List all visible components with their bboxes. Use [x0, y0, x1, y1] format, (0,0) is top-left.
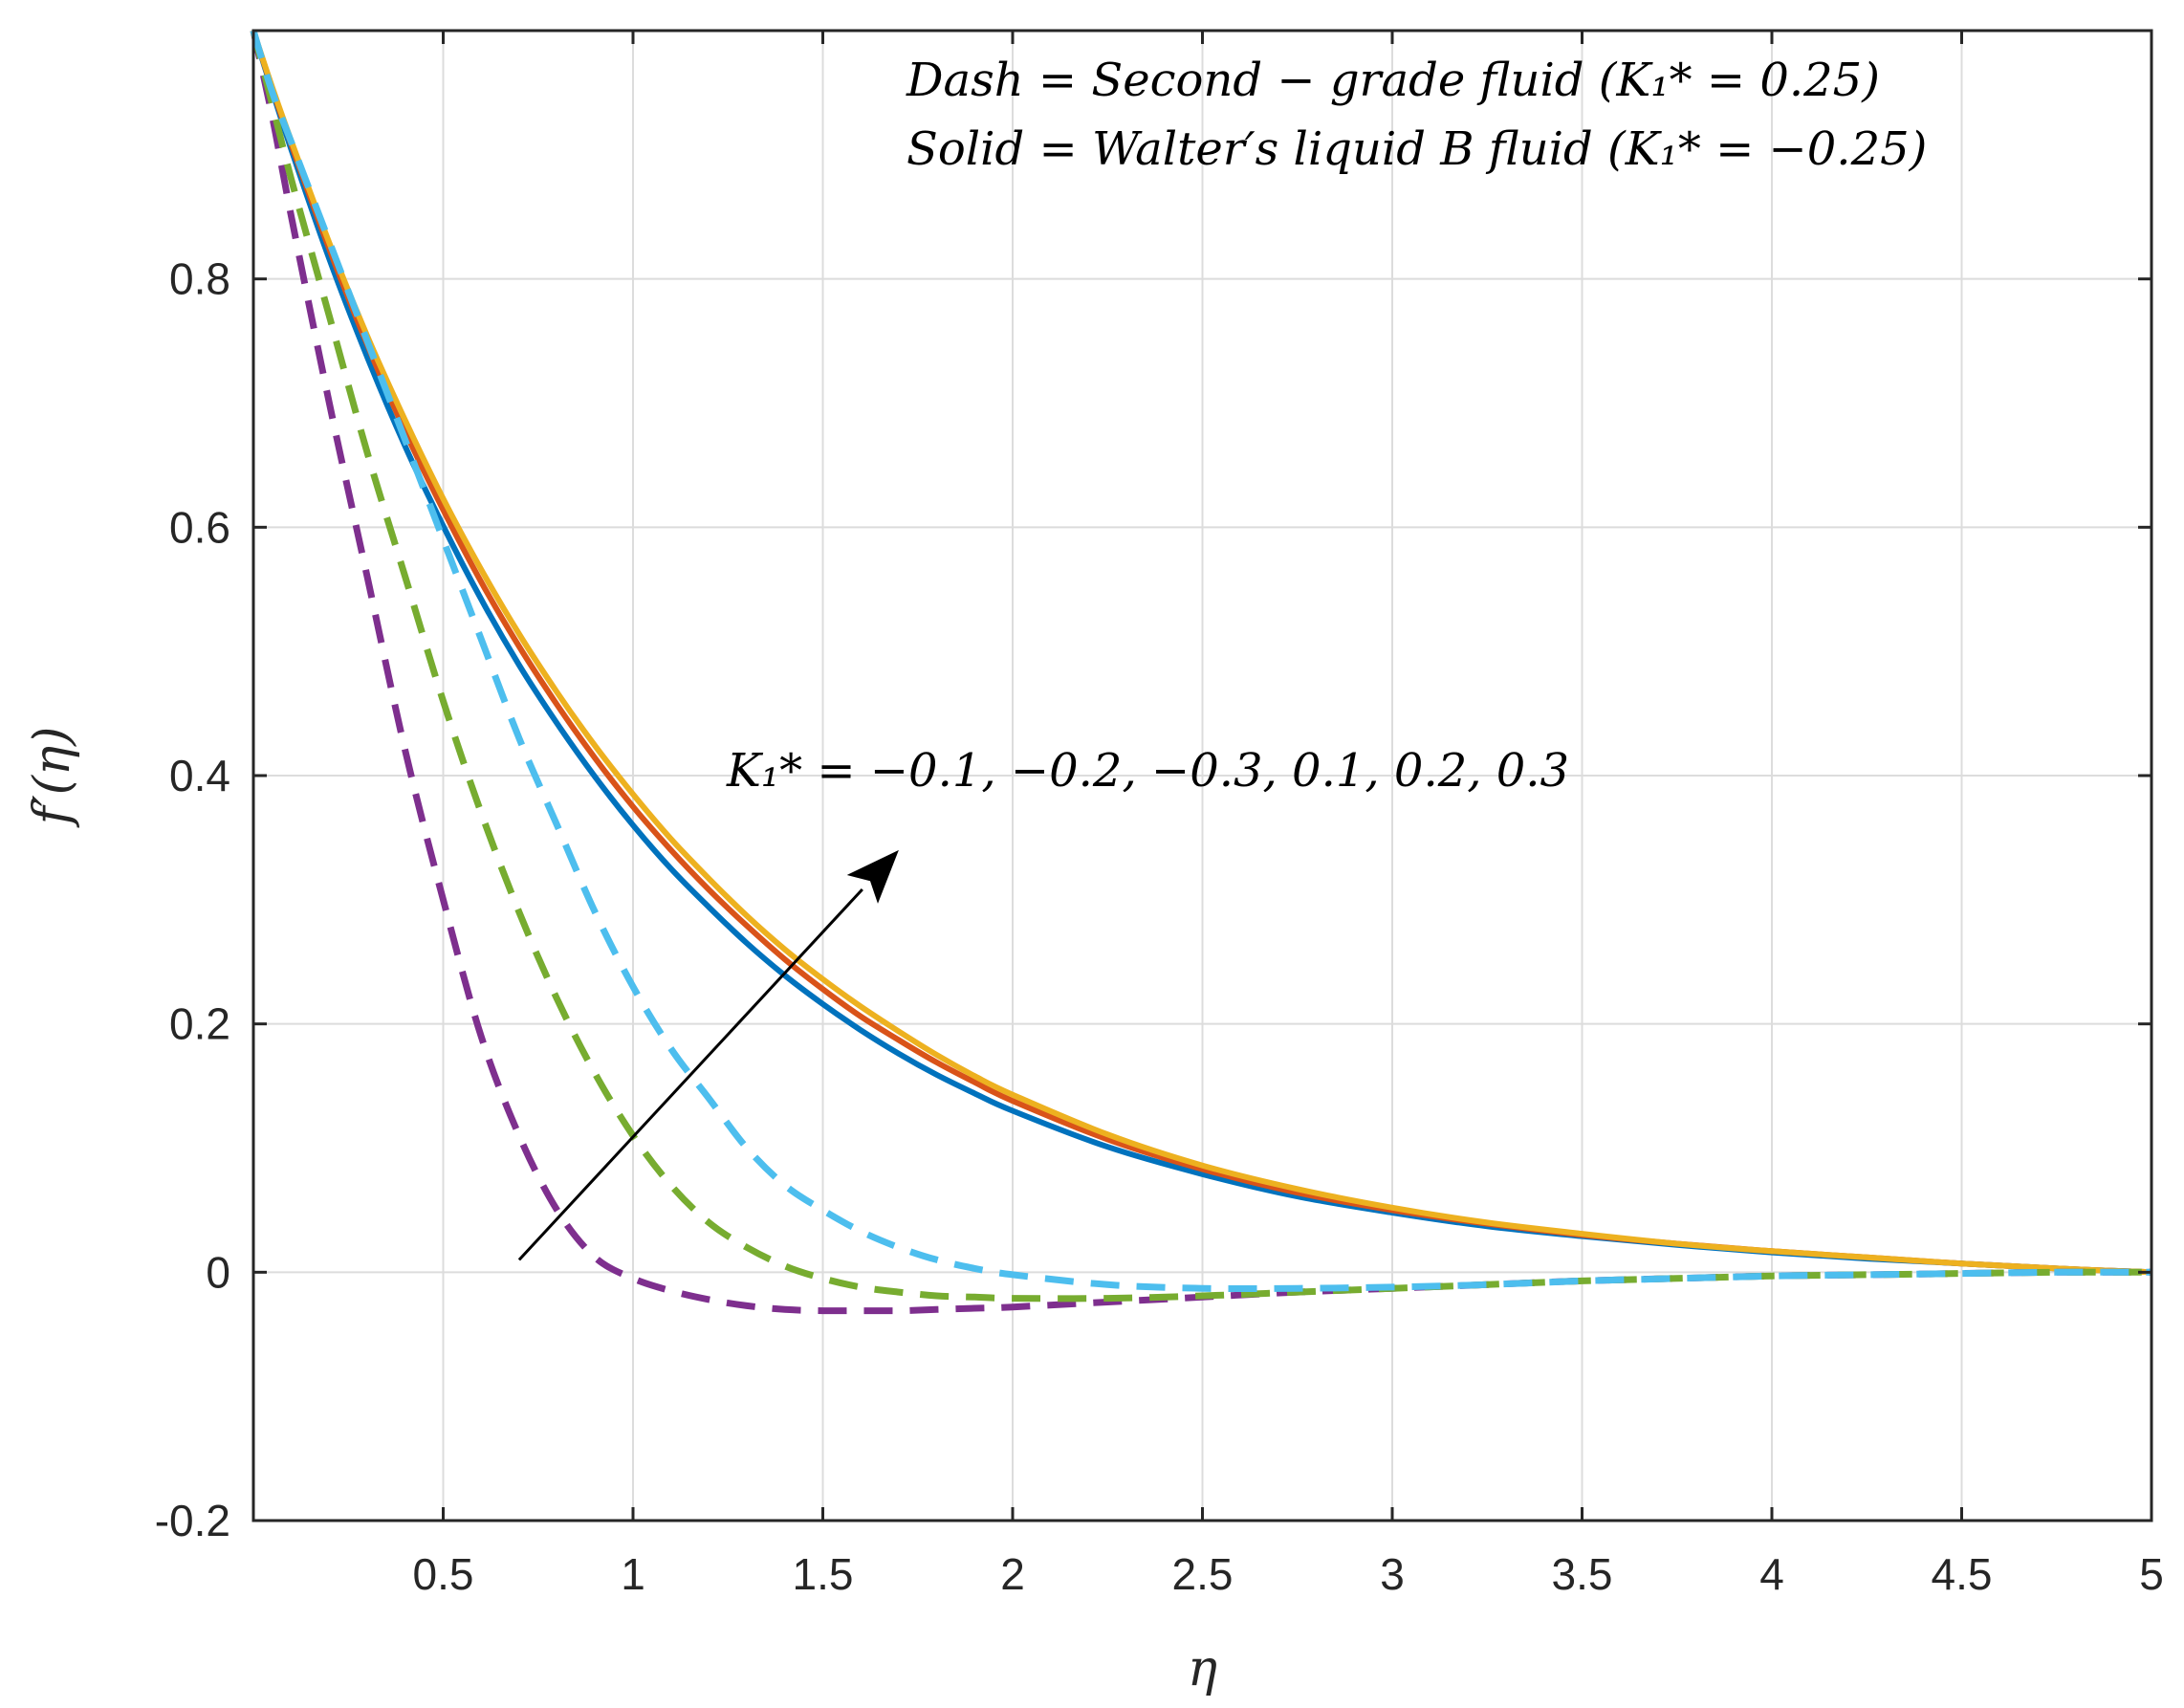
- y-tick-label: 0.4: [169, 751, 230, 800]
- series-line-3: [251, 30, 2152, 1276]
- annotation-arrow-label: K₁* = −0.1, −0.2, −0.3, 0.1, 0.2, 0.3: [726, 744, 1569, 798]
- series-line-6: [250, 29, 2152, 1293]
- y-tick-label: 0: [206, 1247, 230, 1297]
- series-group: [250, 29, 2152, 1315]
- x-tick-label: 4: [1759, 1549, 1784, 1599]
- x-tick-label: 3.5: [1552, 1549, 1613, 1599]
- solid-legend-note: Solid = Walter′s liquid B fluid (K₁* = −…: [906, 122, 1927, 176]
- annotation-arrow: [517, 887, 863, 1261]
- x-tick-label: 1.5: [793, 1549, 854, 1599]
- x-tick-label: 5: [2139, 1549, 2164, 1599]
- ticks: 0.5 1 1.5 2 2.5 3 3.5 4 4.5 5 -0.2 0 0.2 0.4 0.6 0.8: [155, 31, 2164, 1599]
- y-tick-label: 0.2: [169, 999, 230, 1049]
- x-tick-label: 1: [621, 1549, 645, 1599]
- x-tick-label: 2.5: [1172, 1549, 1234, 1599]
- y-tick-label: -0.2: [155, 1496, 230, 1545]
- series-line-5: [250, 30, 2152, 1303]
- x-axis-label: η: [1188, 1640, 1217, 1697]
- x-tick-label: 0.5: [413, 1549, 474, 1599]
- y-tick-label: 0.8: [169, 254, 230, 304]
- x-tick-label: 3: [1380, 1549, 1405, 1599]
- y-tick-label: 0.6: [169, 502, 230, 552]
- x-tick-label: 4.5: [1932, 1549, 1993, 1599]
- x-tick-label: 2: [1000, 1549, 1025, 1599]
- y-axis-label: f′(η): [24, 727, 81, 829]
- dash-legend-note: Dash = Second − grade fluid (K₁* = 0.25): [906, 54, 1880, 107]
- annotation-arrowhead: [846, 849, 899, 904]
